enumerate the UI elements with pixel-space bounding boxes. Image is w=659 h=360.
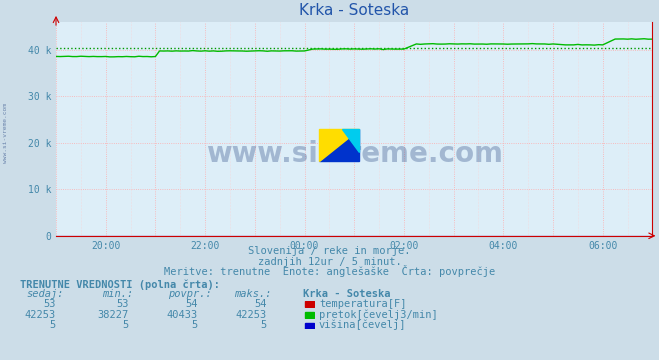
Text: višina[čevelj]: višina[čevelj] [319,320,407,330]
Text: 5: 5 [50,320,56,330]
Title: Krka - Soteska: Krka - Soteska [299,3,409,18]
Text: zadnjih 12ur / 5 minut.: zadnjih 12ur / 5 minut. [258,257,401,267]
Text: 40433: 40433 [167,310,198,320]
Text: 38227: 38227 [98,310,129,320]
Text: 5: 5 [123,320,129,330]
Text: 5: 5 [261,320,267,330]
Text: TRENUTNE VREDNOSTI (polna črta):: TRENUTNE VREDNOSTI (polna črta): [20,279,219,290]
Polygon shape [342,129,359,152]
Text: 53: 53 [116,299,129,309]
Polygon shape [320,129,359,161]
Text: Slovenija / reke in morje.: Slovenija / reke in morje. [248,246,411,256]
Bar [305,323,314,329]
Polygon shape [320,129,359,161]
Bar [305,312,314,318]
Text: www.si-vreme.com: www.si-vreme.com [3,103,8,163]
Text: sedaj:: sedaj: [26,289,64,299]
Text: 54: 54 [185,299,198,309]
Text: maks.:: maks.: [234,289,272,299]
Text: povpr.:: povpr.: [168,289,212,299]
Bar [305,301,314,307]
Text: 42253: 42253 [25,310,56,320]
Text: 54: 54 [254,299,267,309]
Text: Krka - Soteska: Krka - Soteska [303,289,391,299]
Text: temperatura[F]: temperatura[F] [319,299,407,309]
Text: 53: 53 [43,299,56,309]
Text: pretok[čevelj3/min]: pretok[čevelj3/min] [319,309,438,320]
Text: www.si-vreme.com: www.si-vreme.com [206,140,503,168]
Text: 5: 5 [192,320,198,330]
Text: min.:: min.: [102,289,133,299]
Text: 42253: 42253 [236,310,267,320]
Text: Meritve: trenutne  Enote: anglešaške  Črta: povprečje: Meritve: trenutne Enote: anglešaške Črta… [164,265,495,278]
